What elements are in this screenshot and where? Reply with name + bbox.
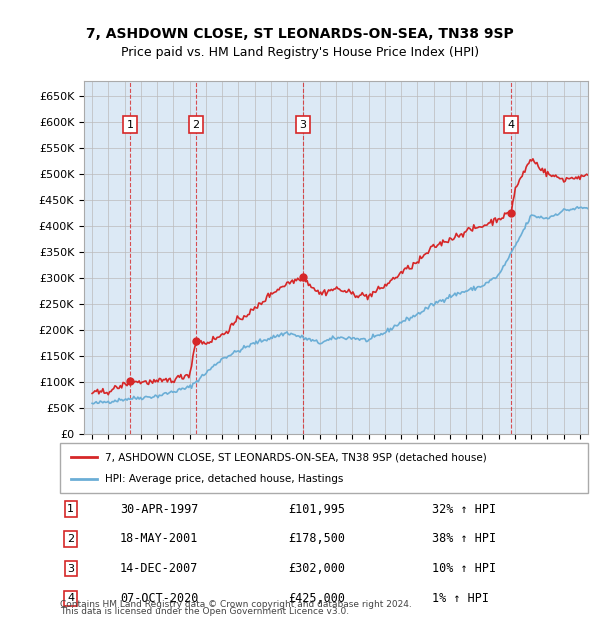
Text: 32% ↑ HPI: 32% ↑ HPI (432, 503, 496, 515)
Text: £302,000: £302,000 (288, 562, 345, 575)
Text: 07-OCT-2020: 07-OCT-2020 (120, 592, 199, 604)
Text: 3: 3 (67, 564, 74, 574)
Text: Contains HM Land Registry data © Crown copyright and database right 2024.: Contains HM Land Registry data © Crown c… (60, 600, 412, 609)
Text: This data is licensed under the Open Government Licence v3.0.: This data is licensed under the Open Gov… (60, 607, 349, 616)
Text: 2: 2 (192, 120, 199, 130)
Text: HPI: Average price, detached house, Hastings: HPI: Average price, detached house, Hast… (105, 474, 343, 484)
Text: 4: 4 (508, 120, 515, 130)
Text: £178,500: £178,500 (288, 533, 345, 545)
Text: £101,995: £101,995 (288, 503, 345, 515)
Text: 14-DEC-2007: 14-DEC-2007 (120, 562, 199, 575)
Text: 10% ↑ HPI: 10% ↑ HPI (432, 562, 496, 575)
Text: 1: 1 (67, 504, 74, 514)
Text: 7, ASHDOWN CLOSE, ST LEONARDS-ON-SEA, TN38 9SP: 7, ASHDOWN CLOSE, ST LEONARDS-ON-SEA, TN… (86, 27, 514, 41)
Text: 7, ASHDOWN CLOSE, ST LEONARDS-ON-SEA, TN38 9SP (detached house): 7, ASHDOWN CLOSE, ST LEONARDS-ON-SEA, TN… (105, 452, 487, 462)
Text: 1: 1 (127, 120, 134, 130)
FancyBboxPatch shape (60, 443, 588, 493)
Text: 4: 4 (67, 593, 74, 603)
Text: 2: 2 (67, 534, 74, 544)
Text: £425,000: £425,000 (288, 592, 345, 604)
Text: 1% ↑ HPI: 1% ↑ HPI (432, 592, 489, 604)
Text: 3: 3 (299, 120, 307, 130)
Text: Price paid vs. HM Land Registry's House Price Index (HPI): Price paid vs. HM Land Registry's House … (121, 46, 479, 59)
Text: 30-APR-1997: 30-APR-1997 (120, 503, 199, 515)
Text: 18-MAY-2001: 18-MAY-2001 (120, 533, 199, 545)
Text: 38% ↑ HPI: 38% ↑ HPI (432, 533, 496, 545)
